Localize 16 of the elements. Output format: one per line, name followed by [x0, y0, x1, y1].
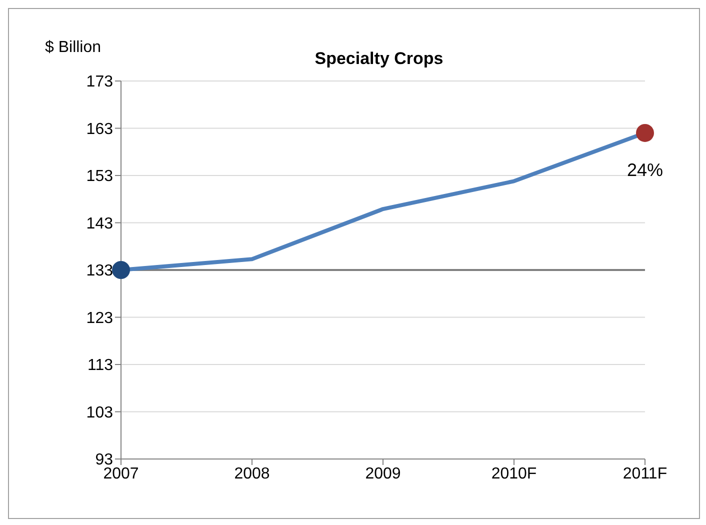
y-tick-label: 163: [86, 120, 114, 138]
y-axis-title: $ Billion: [45, 39, 102, 57]
y-tick-label: 133: [86, 262, 114, 280]
y-tick-label: 103: [86, 404, 114, 422]
x-tick-label: 2011F: [622, 465, 668, 482]
y-tick-label: 123: [86, 310, 114, 327]
y-tick-label: 113: [87, 357, 114, 374]
x-tick-label: 2008: [234, 465, 270, 482]
y-tick-label: 143: [86, 215, 114, 232]
y-tick-label: 173: [86, 74, 114, 91]
annotation: 24%: [626, 160, 664, 180]
x-tick-label: 2009: [365, 465, 401, 482]
x-tick-label: 2007: [103, 465, 139, 482]
chart-title: Specialty Crops: [314, 49, 444, 69]
x-tick-label: 2010F: [491, 465, 537, 482]
y-tick-label: 153: [86, 168, 114, 186]
